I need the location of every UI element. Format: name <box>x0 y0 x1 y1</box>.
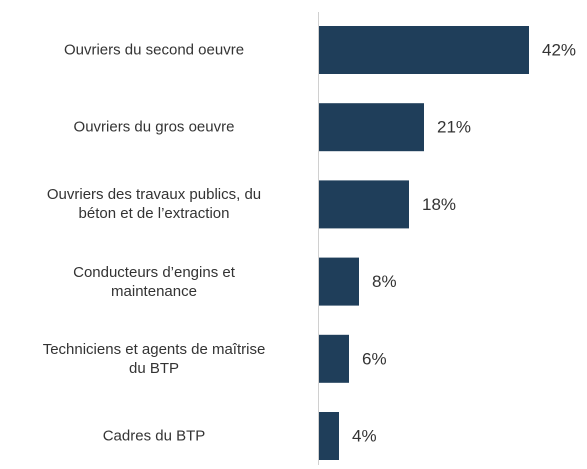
value-label: 42% <box>542 40 576 59</box>
category-label: Conducteurs d’engins et maintenance <box>73 263 235 300</box>
bar <box>319 26 529 74</box>
bar <box>319 180 409 229</box>
value-label: 18% <box>422 195 456 214</box>
bar <box>319 257 359 306</box>
category-label: Ouvriers du gros oeuvre <box>73 118 235 136</box>
category-label: Cadres du BTP <box>102 427 206 445</box>
bar <box>319 412 339 460</box>
value-label: 21% <box>437 118 471 137</box>
category-label: Techniciens et agents de maîtrise du BTP <box>42 340 266 377</box>
value-label: 6% <box>362 349 387 368</box>
bar <box>319 334 349 383</box>
category-label: Ouvriers du second oeuvre <box>63 41 245 59</box>
bar <box>319 103 424 152</box>
value-label: 8% <box>372 272 397 291</box>
category-label: Ouvriers des travaux publics, du béton e… <box>46 186 262 223</box>
value-label: 4% <box>352 426 377 445</box>
